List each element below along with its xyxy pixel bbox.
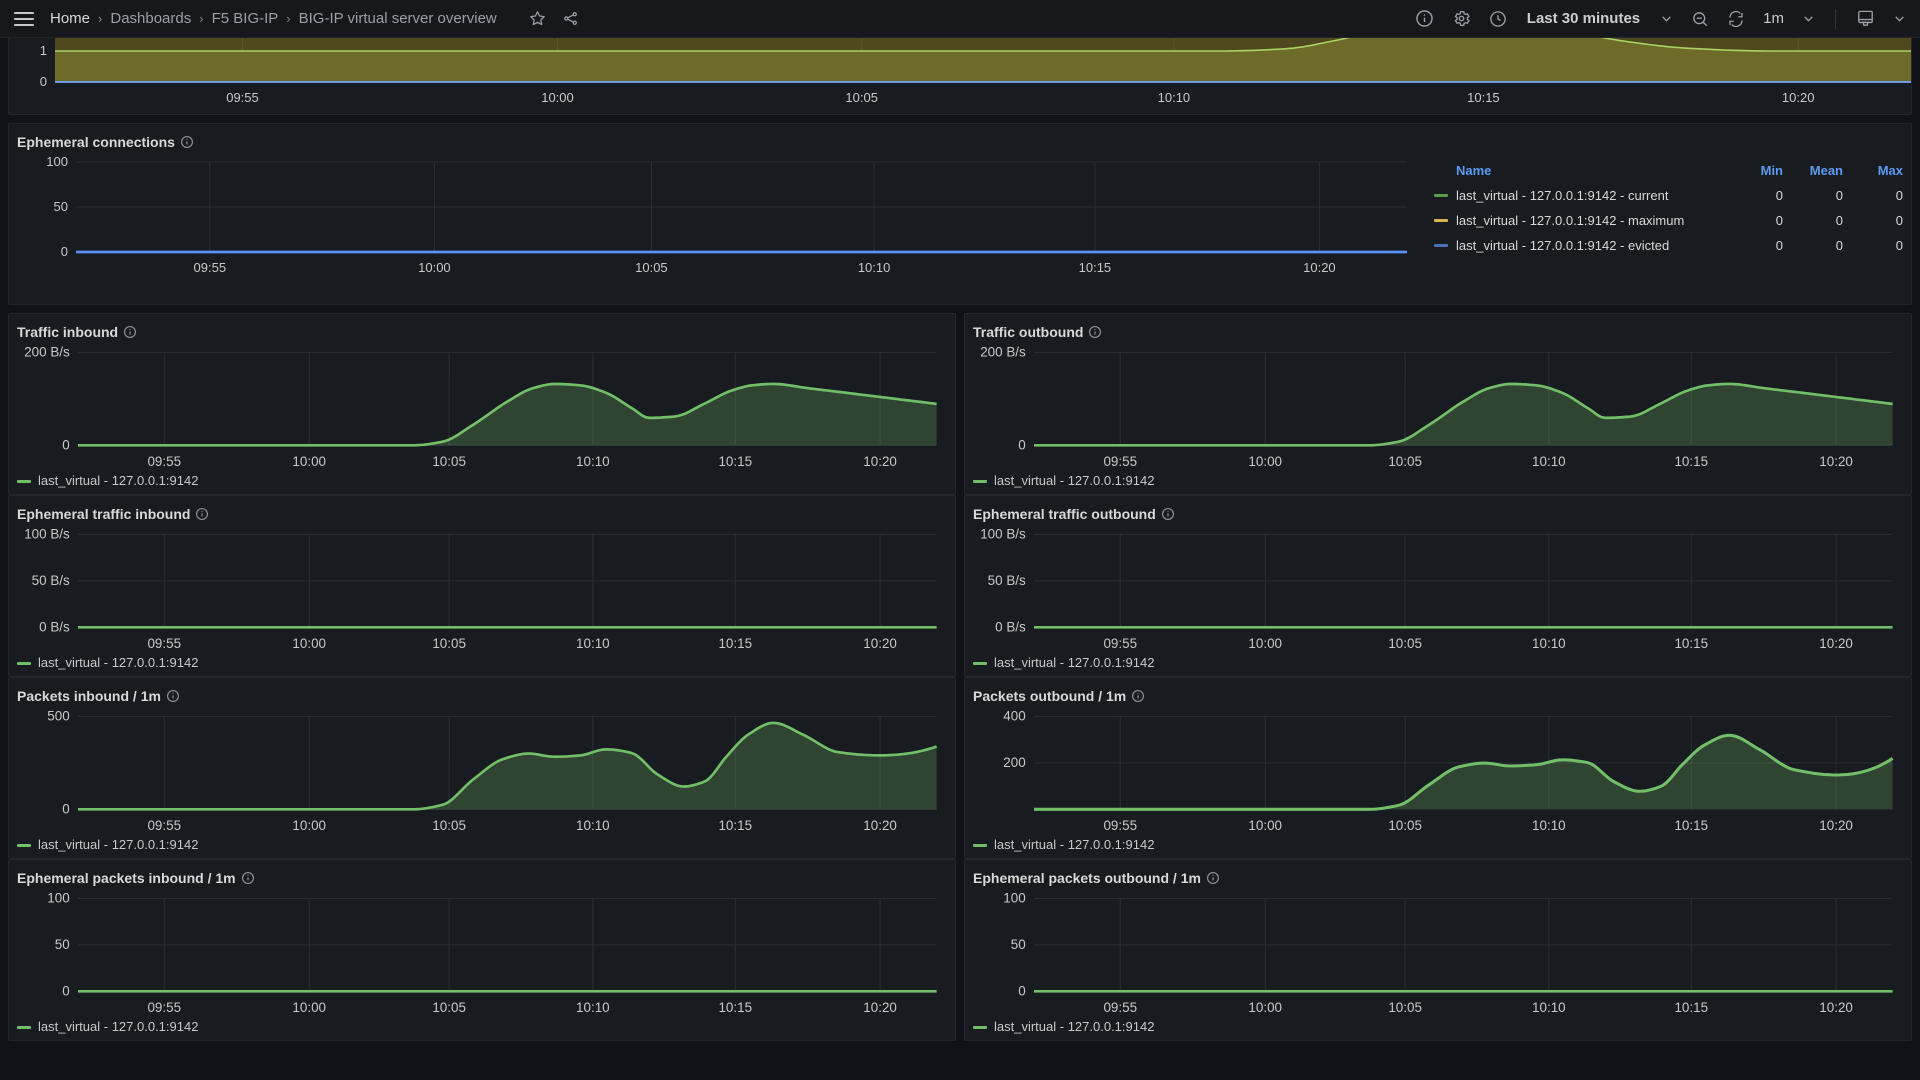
svg-text:10:15: 10:15 — [1467, 90, 1500, 105]
svg-text:10:10: 10:10 — [576, 1000, 610, 1015]
svg-text:10:10: 10:10 — [858, 260, 891, 275]
svg-text:0: 0 — [62, 437, 69, 452]
svg-text:10:00: 10:00 — [418, 260, 451, 275]
svg-text:10:10: 10:10 — [1158, 90, 1191, 105]
svg-text:10:20: 10:20 — [1782, 90, 1815, 105]
svg-text:10:15: 10:15 — [1674, 1000, 1708, 1015]
svg-text:10:05: 10:05 — [635, 260, 668, 275]
svg-text:0: 0 — [40, 74, 47, 89]
svg-text:10:20: 10:20 — [863, 1000, 897, 1015]
svg-text:10:00: 10:00 — [292, 636, 326, 651]
svg-text:100 B/s: 100 B/s — [24, 526, 70, 541]
svg-text:10:05: 10:05 — [432, 1000, 466, 1015]
svg-text:200 B/s: 200 B/s — [24, 344, 70, 359]
svg-text:10:00: 10:00 — [292, 454, 326, 469]
svg-text:10:10: 10:10 — [1532, 1000, 1566, 1015]
svg-text:10:00: 10:00 — [292, 818, 326, 833]
svg-text:10:05: 10:05 — [1388, 1000, 1422, 1015]
svg-text:09:55: 09:55 — [1103, 636, 1137, 651]
svg-text:10:20: 10:20 — [1819, 454, 1853, 469]
svg-text:09:55: 09:55 — [147, 636, 181, 651]
svg-text:10:15: 10:15 — [1674, 636, 1708, 651]
svg-text:400: 400 — [1003, 708, 1025, 723]
svg-text:0: 0 — [1018, 437, 1025, 452]
svg-text:10:20: 10:20 — [1819, 636, 1853, 651]
svg-text:10:00: 10:00 — [1248, 454, 1282, 469]
svg-text:09:55: 09:55 — [1103, 454, 1137, 469]
svg-text:50: 50 — [54, 199, 68, 214]
svg-text:10:00: 10:00 — [1248, 636, 1282, 651]
svg-text:10:00: 10:00 — [1248, 818, 1282, 833]
svg-text:100: 100 — [46, 154, 68, 169]
svg-text:10:05: 10:05 — [432, 636, 466, 651]
svg-text:10:05: 10:05 — [432, 818, 466, 833]
svg-text:10:05: 10:05 — [432, 454, 466, 469]
svg-text:100 B/s: 100 B/s — [980, 526, 1026, 541]
svg-text:10:20: 10:20 — [863, 454, 897, 469]
svg-text:0: 0 — [62, 801, 69, 816]
svg-text:10:05: 10:05 — [1388, 636, 1422, 651]
svg-text:10:05: 10:05 — [1388, 818, 1422, 833]
svg-text:10:00: 10:00 — [1248, 1000, 1282, 1015]
svg-text:10:20: 10:20 — [863, 818, 897, 833]
svg-text:09:55: 09:55 — [1103, 818, 1137, 833]
svg-text:50: 50 — [55, 937, 70, 952]
svg-text:10:15: 10:15 — [718, 1000, 752, 1015]
svg-text:10:20: 10:20 — [1819, 818, 1853, 833]
svg-text:10:10: 10:10 — [1532, 818, 1566, 833]
svg-text:09:55: 09:55 — [226, 90, 259, 105]
svg-text:10:20: 10:20 — [863, 636, 897, 651]
svg-text:50 B/s: 50 B/s — [32, 573, 70, 588]
svg-text:10:10: 10:10 — [576, 818, 610, 833]
svg-text:0 B/s: 0 B/s — [995, 619, 1026, 634]
svg-text:10:05: 10:05 — [845, 90, 878, 105]
svg-text:10:15: 10:15 — [718, 818, 752, 833]
svg-text:10:00: 10:00 — [292, 1000, 326, 1015]
svg-text:0: 0 — [1018, 983, 1025, 998]
svg-text:09:55: 09:55 — [147, 1000, 181, 1015]
svg-text:0: 0 — [62, 983, 69, 998]
svg-text:10:15: 10:15 — [1674, 818, 1708, 833]
svg-text:10:15: 10:15 — [1674, 454, 1708, 469]
svg-text:0: 0 — [61, 244, 68, 259]
svg-text:10:20: 10:20 — [1303, 260, 1336, 275]
svg-text:09:55: 09:55 — [194, 260, 227, 275]
svg-text:10:10: 10:10 — [576, 454, 610, 469]
svg-text:09:55: 09:55 — [1103, 1000, 1137, 1015]
svg-text:09:55: 09:55 — [147, 454, 181, 469]
svg-text:200 B/s: 200 B/s — [980, 344, 1026, 359]
svg-text:0 B/s: 0 B/s — [39, 619, 70, 634]
svg-text:10:10: 10:10 — [576, 636, 610, 651]
svg-text:10:10: 10:10 — [1532, 636, 1566, 651]
svg-text:100: 100 — [47, 890, 69, 905]
svg-text:200: 200 — [1003, 755, 1025, 770]
svg-text:100: 100 — [1003, 890, 1025, 905]
svg-text:500: 500 — [47, 708, 69, 723]
svg-text:10:00: 10:00 — [541, 90, 574, 105]
svg-text:50: 50 — [1011, 937, 1026, 952]
svg-text:1: 1 — [40, 43, 47, 58]
svg-text:10:20: 10:20 — [1819, 1000, 1853, 1015]
svg-text:10:15: 10:15 — [718, 636, 752, 651]
svg-text:09:55: 09:55 — [147, 818, 181, 833]
svg-text:10:10: 10:10 — [1532, 454, 1566, 469]
svg-text:10:15: 10:15 — [718, 454, 752, 469]
svg-text:10:15: 10:15 — [1079, 260, 1112, 275]
svg-text:10:05: 10:05 — [1388, 454, 1422, 469]
svg-text:50 B/s: 50 B/s — [988, 573, 1026, 588]
